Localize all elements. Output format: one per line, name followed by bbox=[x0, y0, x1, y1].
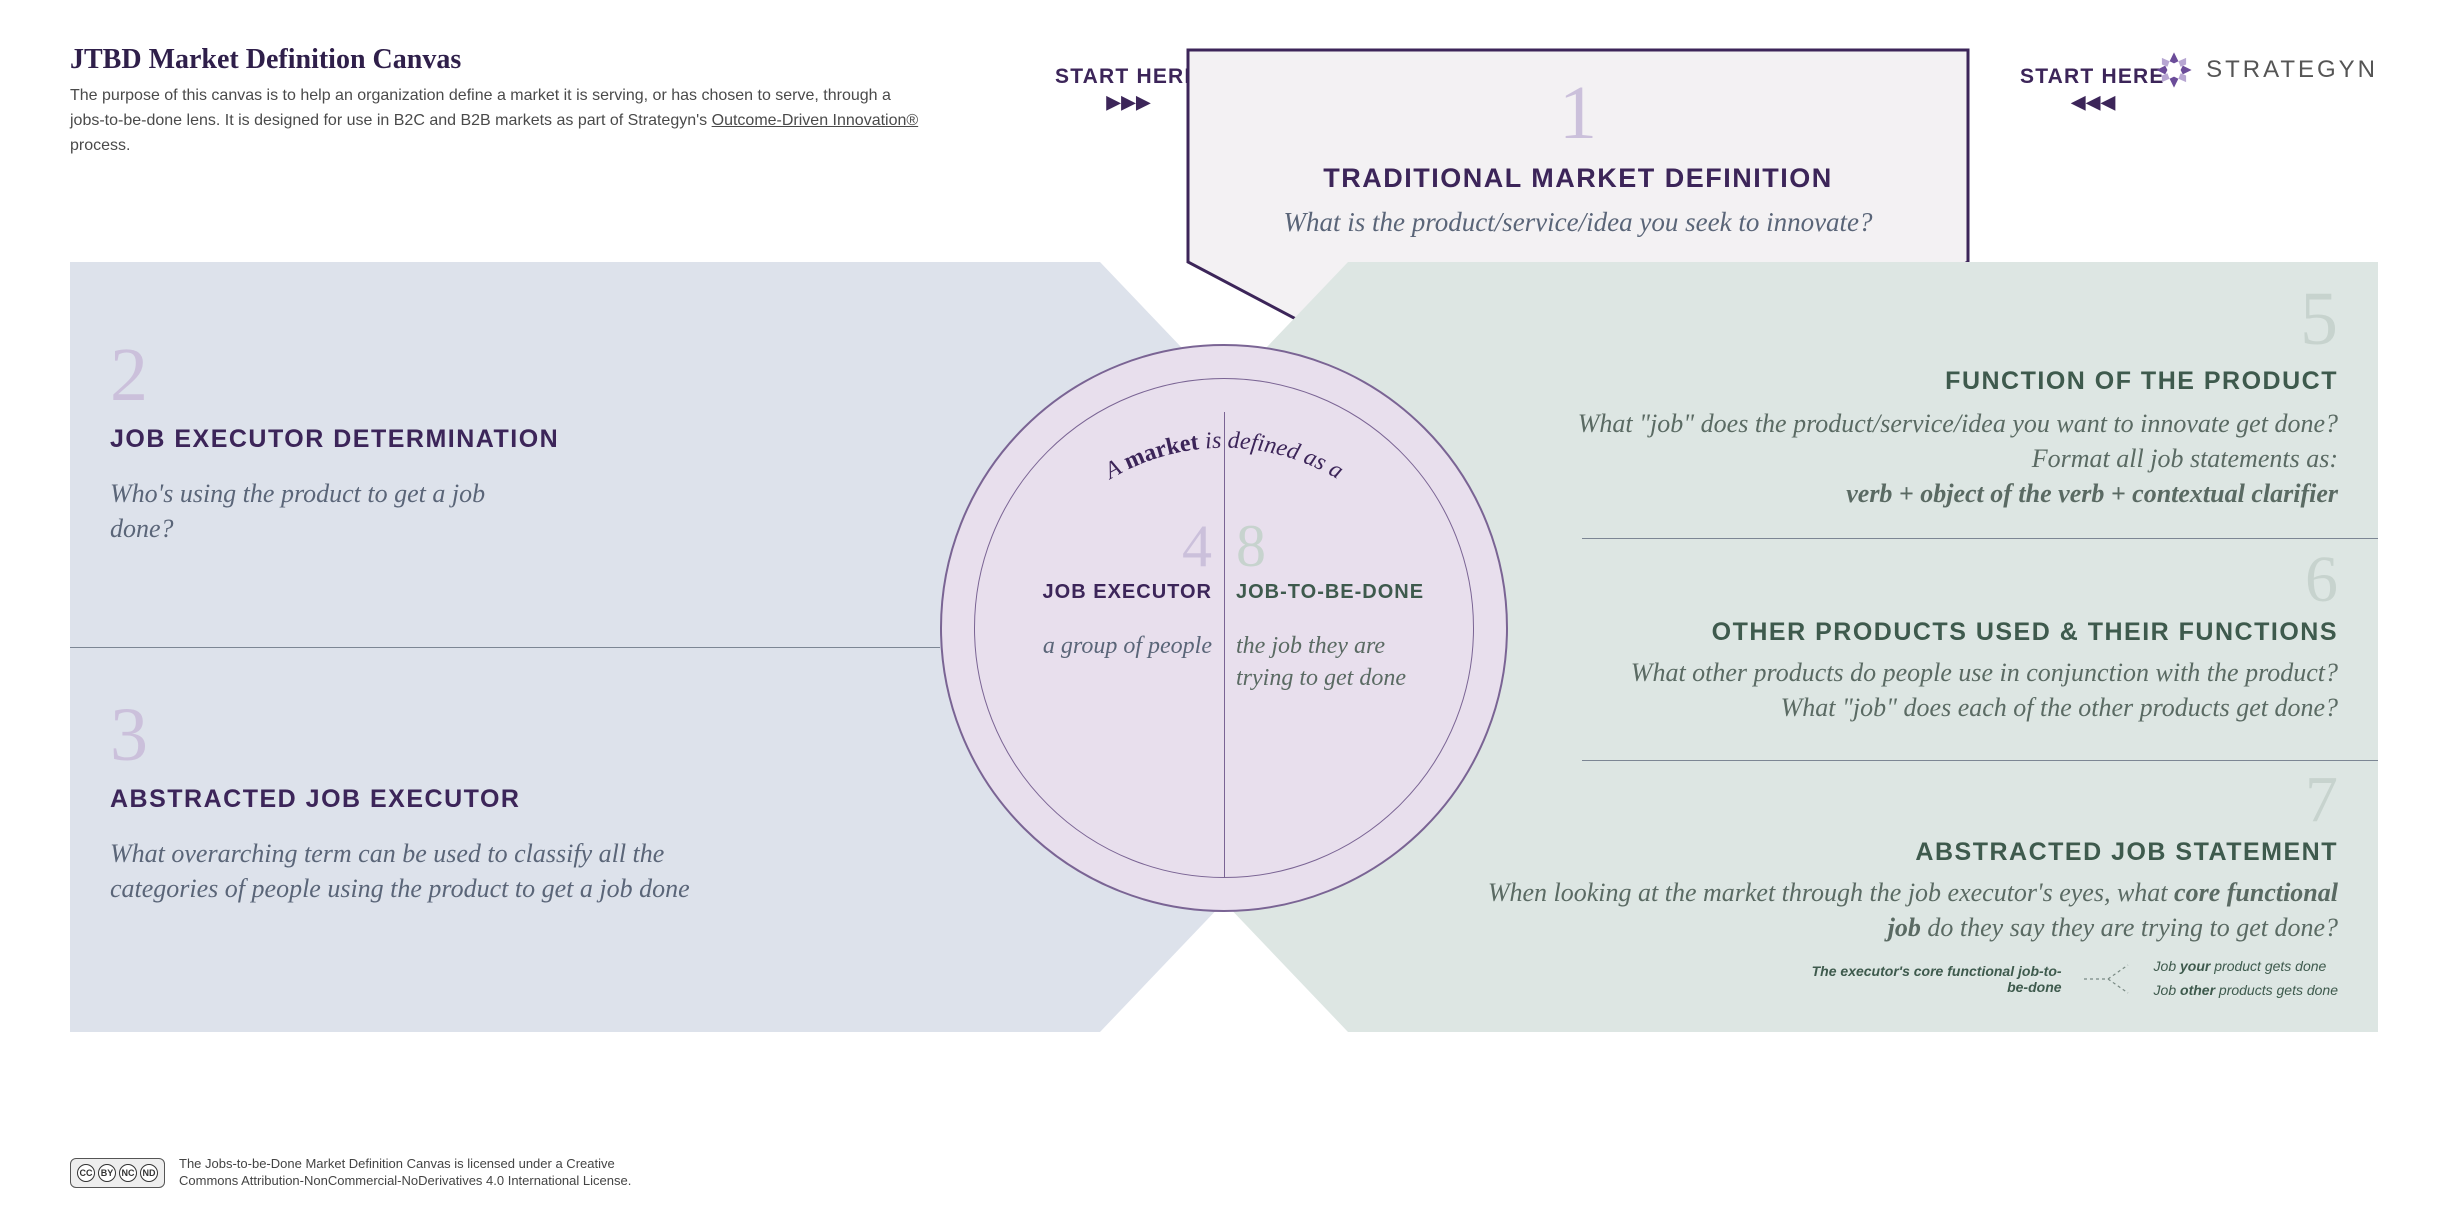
section-2: 2 JOB EXECUTOR DETERMINATION Who's using… bbox=[110, 332, 750, 546]
canvas-body: 2 JOB EXECUTOR DETERMINATION Who's using… bbox=[70, 262, 2378, 1032]
cc-badge-icon: CCBYNCND bbox=[70, 1158, 165, 1188]
brand-name: STRATEGYN bbox=[2206, 56, 2378, 84]
section-5-title: FUNCTION OF THE PRODUCT bbox=[1558, 367, 2338, 396]
bracket-icon bbox=[2080, 959, 2136, 999]
center-left-desc: a group of people bbox=[1016, 630, 1212, 662]
strategyn-icon bbox=[2152, 48, 2196, 92]
start-here-right: START HERE◀ ◀ ◀ bbox=[2020, 64, 2165, 114]
section-7-question: When looking at the market through the j… bbox=[1478, 875, 2338, 945]
footer: CCBYNCND The Jobs-to-be-Done Market Defi… bbox=[70, 1156, 631, 1190]
section-6: 6 OTHER PRODUCTS USED & THEIR FUNCTIONS … bbox=[1618, 542, 2338, 725]
section-7: 7 ABSTRACTED JOB STATEMENT When looking … bbox=[1478, 762, 2338, 1003]
center-right-desc: the job they are trying to get done bbox=[1236, 630, 1436, 695]
section-1-question: What is the product/service/idea you see… bbox=[1258, 204, 1898, 240]
section-1-title: TRADITIONAL MARKET DEFINITION bbox=[1168, 163, 1988, 194]
section-1-number: 1 bbox=[1168, 70, 1988, 157]
section-6-title: OTHER PRODUCTS USED & THEIR FUNCTIONS bbox=[1618, 618, 2338, 647]
brand-logo: STRATEGYN bbox=[2152, 48, 2378, 92]
center-left-title: JOB EXECUTOR bbox=[1016, 581, 1212, 604]
section-1: 1 TRADITIONAL MARKET DEFINITION What is … bbox=[1168, 48, 1988, 240]
section-2-number: 2 bbox=[110, 332, 750, 419]
chevron-left-icon: ◀ ◀ ◀ bbox=[2072, 92, 2114, 112]
section-7-number: 7 bbox=[1478, 762, 2338, 838]
section-5: 5 FUNCTION OF THE PRODUCT What "job" doe… bbox=[1558, 276, 2338, 511]
section-6-number: 6 bbox=[1618, 542, 2338, 618]
center-left: 4 JOB EXECUTOR a group of people bbox=[1016, 512, 1212, 662]
section-3-number: 3 bbox=[110, 692, 810, 779]
page-title: JTBD Market Definition Canvas bbox=[70, 44, 920, 76]
svg-text:A market is defined as a: A market is defined as a bbox=[1099, 428, 1348, 486]
page-description: The purpose of this canvas is to help an… bbox=[70, 84, 920, 158]
left-divider bbox=[70, 647, 940, 648]
center-left-number: 4 bbox=[1016, 512, 1212, 581]
header: JTBD Market Definition Canvas The purpos… bbox=[70, 44, 920, 158]
section-5-question: What "job" does the product/service/idea… bbox=[1558, 406, 2338, 511]
license-text: The Jobs-to-be-Done Market Definition Ca… bbox=[179, 1156, 631, 1190]
section-6-question: What other products do people use in con… bbox=[1618, 655, 2338, 725]
chevron-right-icon: ▶ ▶ ▶ bbox=[1107, 92, 1149, 112]
section-7-title: ABSTRACTED JOB STATEMENT bbox=[1478, 838, 2338, 867]
section-2-title: JOB EXECUTOR DETERMINATION bbox=[110, 425, 750, 454]
right-divider-2 bbox=[1582, 760, 2378, 761]
section-3: 3 ABSTRACTED JOB EXECUTOR What overarchi… bbox=[110, 692, 810, 906]
right-divider-1 bbox=[1582, 538, 2378, 539]
center-right-title: JOB-TO-BE-DONE bbox=[1236, 581, 1436, 604]
section-7-diagram: The executor's core functional job-to-be… bbox=[1478, 955, 2338, 1003]
section-2-question: Who's using the product to get a job don… bbox=[110, 476, 510, 546]
center-right: 8 JOB-TO-BE-DONE the job they are trying… bbox=[1236, 512, 1436, 695]
section-3-title: ABSTRACTED JOB EXECUTOR bbox=[110, 785, 810, 814]
section-3-question: What overarching term can be used to cla… bbox=[110, 836, 740, 906]
section-5-number: 5 bbox=[1558, 276, 2338, 363]
center-right-number: 8 bbox=[1236, 512, 1436, 581]
odi-link[interactable]: Outcome-Driven Innovation® bbox=[712, 112, 919, 129]
